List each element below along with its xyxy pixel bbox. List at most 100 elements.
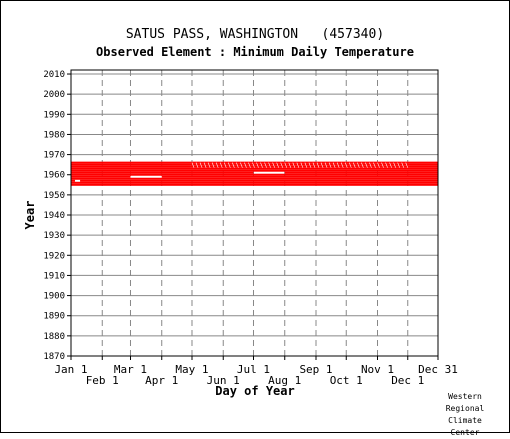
data-gap-mark [300,162,304,168]
y-tick-label: 1870 [43,352,65,362]
data-mark-year [71,177,438,180]
y-tick-label: 1980 [43,130,65,140]
data-gap-mark [260,162,263,168]
chart-subtitle: Observed Element : Minimum Daily Tempera… [96,45,414,59]
data-gap-mark [340,162,344,168]
x-tick-label: Nov 1 [361,363,394,376]
data-gap-mark [377,162,380,168]
data-gap-mark [304,162,308,168]
y-tick-label: 1920 [43,251,65,261]
y-tick-label: 1890 [43,312,65,322]
x-tick-label: Sep 1 [299,363,332,376]
data-mark-year [80,179,439,182]
credit-line: Regional [445,404,485,413]
data-gap-mark [252,162,255,168]
data-gap-mark [228,162,231,168]
data-gap-mark [353,162,356,168]
data-gap-mark [328,162,332,168]
data-mark-year [161,175,438,178]
data-gap-mark [316,162,320,168]
data-gap-mark [296,162,300,168]
wrcc-credit: Western Regional Climate Center [435,391,495,439]
data-gap-mark [195,162,199,168]
data-gap-mark [397,162,400,168]
x-tick-label: Apr 1 [145,374,178,387]
y-tick-label: 1880 [43,332,65,342]
y-tick-label: 1950 [43,191,65,201]
data-gap-mark [361,162,364,168]
data-gap-mark [256,162,259,168]
x-axis-label: Day of Year [215,384,294,398]
data-gap-mark [219,162,223,168]
x-tick-label: Dec 1 [391,374,424,387]
x-tick-label: Jan 1 [54,363,87,376]
y-axis-label: Year [23,201,37,230]
data-gap-mark [393,162,396,168]
x-tick-label: Mar 1 [114,363,147,376]
x-tick-label: Jul 1 [237,363,270,376]
x-tick-label: Dec 31 [418,363,458,376]
data-gap-mark [276,162,279,168]
data-gap-mark [207,162,211,168]
chart-title: SATUS PASS, WASHINGTON (457340) [125,27,385,42]
data-mark-year [71,163,438,166]
data-gap-mark [199,162,203,168]
data-gap-mark [288,162,292,168]
x-tick-label: Aug 1 [268,374,301,387]
data-mark-year [71,181,438,184]
grid-layer [71,70,438,357]
data-gap-mark [381,162,384,168]
x-tick-label: Oct 1 [330,374,363,387]
data-gap-mark [308,162,312,168]
data-mark-year [71,179,76,182]
x-tick-label: May 1 [175,363,208,376]
y-tick-label: 1960 [43,171,65,181]
data-mark-year [71,169,438,172]
y-tick-label: 2010 [43,70,65,80]
data-gap-mark [240,162,243,168]
data-gap-mark [336,162,340,168]
y-tick-label: 2000 [43,90,65,100]
data-gap-mark [324,162,328,168]
data-layer [71,161,439,186]
data-gap-mark [365,162,368,168]
y-tick-label: 1900 [43,292,65,302]
data-gap-mark [312,162,316,168]
data-gap-mark [203,162,207,168]
data-gap-mark [191,162,195,168]
y-tick-label: 1930 [43,231,65,241]
data-gap-mark [332,162,336,168]
y-tick-label: 1970 [43,151,65,161]
data-gap-mark [248,162,251,168]
data-gap-mark [232,162,235,168]
data-mark-year [71,173,438,176]
data-gap-mark [223,162,227,168]
data-gap-mark [389,162,392,168]
data-mark-year [71,167,438,170]
tick-layer: 1870 1880 1890 1900 1910 1920 1930 1940 1950 1960… [43,70,458,387]
data-gap-mark [344,162,348,168]
data-gap-mark [348,162,352,168]
y-tick-label: 1940 [43,211,65,221]
data-gap-mark [385,162,388,168]
data-mark-year [71,183,438,186]
data-mark-year [71,175,131,178]
credit-line: Center [450,428,480,437]
chart-svg: 1870 1880 1890 1900 1910 1920 1930 1940 1950 1960… [23,69,458,398]
plot-border [70,69,439,357]
data-mark-year [71,165,438,168]
data-gap-mark [405,162,409,168]
x-tick-label: Feb 1 [86,374,119,387]
data-gap-mark [373,162,376,168]
y-tick-label: 1910 [43,271,65,281]
data-gap-mark [264,162,267,168]
data-gap-mark [284,162,288,168]
data-gap-mark [215,162,219,168]
data-mark-year [71,161,438,164]
x-tick-label: Jun 1 [207,374,240,387]
credit-line: Western [448,392,482,401]
data-gap-mark [211,162,215,168]
data-gap-mark [272,162,275,168]
data-gap-mark [280,162,284,168]
